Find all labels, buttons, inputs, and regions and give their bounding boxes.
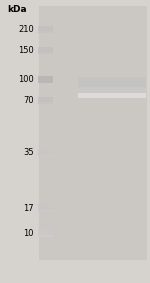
FancyBboxPatch shape bbox=[78, 93, 146, 98]
FancyBboxPatch shape bbox=[38, 81, 52, 83]
FancyBboxPatch shape bbox=[38, 235, 52, 237]
FancyBboxPatch shape bbox=[38, 31, 52, 33]
FancyBboxPatch shape bbox=[38, 155, 52, 156]
FancyBboxPatch shape bbox=[38, 53, 52, 54]
FancyBboxPatch shape bbox=[38, 102, 52, 104]
FancyBboxPatch shape bbox=[38, 210, 52, 212]
FancyBboxPatch shape bbox=[38, 102, 52, 104]
FancyBboxPatch shape bbox=[38, 204, 52, 212]
FancyBboxPatch shape bbox=[38, 155, 52, 156]
FancyBboxPatch shape bbox=[38, 235, 52, 237]
FancyBboxPatch shape bbox=[38, 149, 52, 156]
FancyBboxPatch shape bbox=[38, 155, 52, 156]
FancyBboxPatch shape bbox=[38, 31, 52, 33]
FancyBboxPatch shape bbox=[38, 81, 52, 83]
FancyBboxPatch shape bbox=[78, 93, 146, 98]
FancyBboxPatch shape bbox=[38, 81, 52, 83]
FancyBboxPatch shape bbox=[78, 93, 146, 98]
FancyBboxPatch shape bbox=[38, 102, 52, 104]
FancyBboxPatch shape bbox=[78, 93, 146, 98]
FancyBboxPatch shape bbox=[38, 230, 52, 237]
FancyBboxPatch shape bbox=[38, 53, 52, 54]
Text: 70: 70 bbox=[23, 96, 34, 105]
FancyBboxPatch shape bbox=[38, 81, 52, 83]
FancyBboxPatch shape bbox=[78, 77, 146, 87]
FancyBboxPatch shape bbox=[38, 102, 52, 104]
FancyBboxPatch shape bbox=[38, 31, 52, 33]
FancyBboxPatch shape bbox=[38, 235, 52, 237]
FancyBboxPatch shape bbox=[38, 155, 52, 156]
FancyBboxPatch shape bbox=[38, 31, 52, 33]
FancyBboxPatch shape bbox=[38, 210, 52, 212]
FancyBboxPatch shape bbox=[78, 93, 146, 98]
FancyBboxPatch shape bbox=[38, 102, 52, 104]
FancyBboxPatch shape bbox=[78, 93, 146, 98]
FancyBboxPatch shape bbox=[38, 155, 52, 156]
FancyBboxPatch shape bbox=[38, 155, 52, 156]
FancyBboxPatch shape bbox=[38, 53, 52, 54]
FancyBboxPatch shape bbox=[38, 235, 52, 237]
FancyBboxPatch shape bbox=[38, 31, 52, 33]
FancyBboxPatch shape bbox=[38, 210, 52, 212]
FancyBboxPatch shape bbox=[38, 53, 52, 54]
FancyBboxPatch shape bbox=[38, 53, 52, 54]
FancyBboxPatch shape bbox=[38, 81, 52, 83]
FancyBboxPatch shape bbox=[38, 102, 52, 104]
FancyBboxPatch shape bbox=[38, 235, 52, 237]
FancyBboxPatch shape bbox=[38, 81, 52, 83]
FancyBboxPatch shape bbox=[38, 102, 52, 104]
Text: 10: 10 bbox=[23, 229, 34, 238]
FancyBboxPatch shape bbox=[38, 235, 52, 237]
FancyBboxPatch shape bbox=[38, 210, 52, 212]
FancyBboxPatch shape bbox=[38, 81, 52, 83]
FancyBboxPatch shape bbox=[78, 93, 146, 98]
FancyBboxPatch shape bbox=[38, 235, 52, 237]
FancyBboxPatch shape bbox=[38, 210, 52, 212]
FancyBboxPatch shape bbox=[38, 97, 52, 104]
FancyBboxPatch shape bbox=[38, 210, 52, 212]
FancyBboxPatch shape bbox=[38, 53, 52, 54]
FancyBboxPatch shape bbox=[38, 102, 52, 104]
FancyBboxPatch shape bbox=[38, 155, 52, 156]
FancyBboxPatch shape bbox=[38, 155, 52, 156]
FancyBboxPatch shape bbox=[38, 81, 52, 83]
FancyBboxPatch shape bbox=[38, 235, 52, 237]
FancyBboxPatch shape bbox=[38, 210, 52, 212]
FancyBboxPatch shape bbox=[78, 93, 146, 98]
FancyBboxPatch shape bbox=[38, 210, 52, 212]
FancyBboxPatch shape bbox=[38, 81, 52, 83]
FancyBboxPatch shape bbox=[38, 102, 52, 104]
FancyBboxPatch shape bbox=[38, 155, 52, 156]
FancyBboxPatch shape bbox=[38, 31, 52, 33]
FancyBboxPatch shape bbox=[38, 155, 52, 156]
Text: 100: 100 bbox=[18, 75, 34, 84]
FancyBboxPatch shape bbox=[38, 155, 52, 156]
FancyBboxPatch shape bbox=[38, 53, 52, 54]
FancyBboxPatch shape bbox=[39, 6, 147, 260]
FancyBboxPatch shape bbox=[78, 93, 146, 98]
FancyBboxPatch shape bbox=[38, 53, 52, 54]
FancyBboxPatch shape bbox=[38, 53, 52, 54]
FancyBboxPatch shape bbox=[78, 93, 146, 98]
FancyBboxPatch shape bbox=[38, 102, 52, 104]
FancyBboxPatch shape bbox=[38, 26, 52, 33]
FancyBboxPatch shape bbox=[38, 76, 52, 83]
FancyBboxPatch shape bbox=[78, 93, 146, 98]
FancyBboxPatch shape bbox=[78, 93, 146, 98]
Text: kDa: kDa bbox=[8, 5, 27, 14]
FancyBboxPatch shape bbox=[38, 210, 52, 212]
FancyBboxPatch shape bbox=[38, 31, 52, 33]
FancyBboxPatch shape bbox=[78, 93, 146, 98]
Text: 210: 210 bbox=[18, 25, 34, 34]
FancyBboxPatch shape bbox=[38, 102, 52, 104]
FancyBboxPatch shape bbox=[78, 93, 146, 98]
Text: 150: 150 bbox=[18, 46, 34, 55]
FancyBboxPatch shape bbox=[38, 53, 52, 54]
FancyBboxPatch shape bbox=[38, 210, 52, 212]
FancyBboxPatch shape bbox=[38, 210, 52, 212]
FancyBboxPatch shape bbox=[38, 47, 52, 54]
FancyBboxPatch shape bbox=[38, 235, 52, 237]
FancyBboxPatch shape bbox=[38, 102, 52, 104]
FancyBboxPatch shape bbox=[78, 93, 146, 98]
